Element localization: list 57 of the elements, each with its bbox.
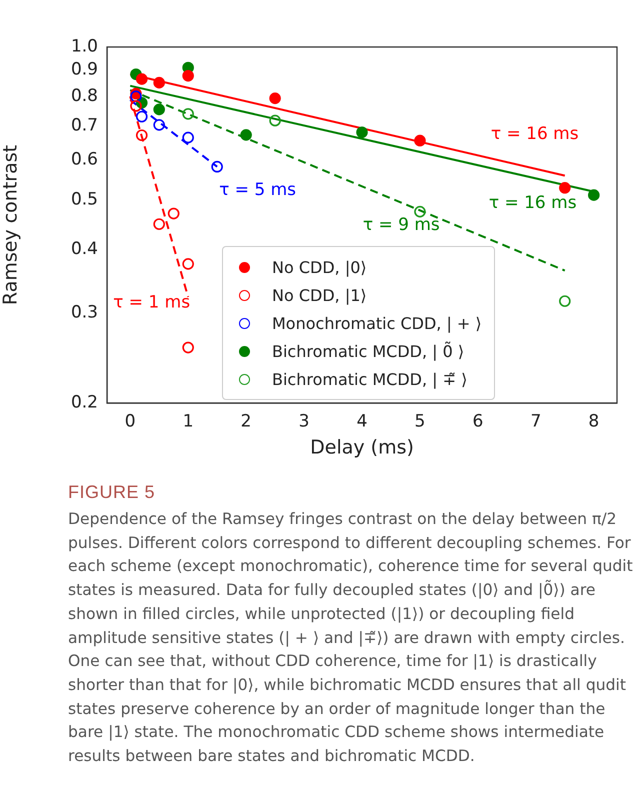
x-tick-label: 5 (414, 412, 426, 432)
point (240, 129, 252, 141)
text: FIGURE 5 (68, 482, 156, 503)
point (153, 76, 165, 88)
y-tick-label: 0.5 (70, 190, 98, 210)
point (182, 108, 194, 120)
point (136, 110, 148, 122)
x-axis-title: Delay (ms) (310, 436, 414, 459)
y-tick-label: 0.4 (70, 239, 98, 260)
point (153, 218, 165, 230)
point (182, 342, 194, 354)
series-label: τ = 5 ms (219, 180, 296, 200)
point (182, 258, 194, 270)
point (414, 134, 426, 146)
point (153, 119, 165, 131)
point (130, 90, 142, 102)
y-tick-label: 0.9 (70, 60, 98, 80)
series-label: τ = 16 ms (488, 193, 577, 214)
x-tick-label: 2 (240, 412, 252, 432)
point (559, 295, 571, 307)
y-tick-label: 0.2 (70, 392, 98, 412)
x-tick-label: 6 (472, 412, 484, 432)
legend-label: Bichromatic MCDD, | 0̃ ⟩ (272, 342, 464, 360)
x-tick-label: 3 (298, 412, 310, 432)
y-tick-label: 1.0 (70, 36, 98, 56)
legend-label: Bichromatic MCDD, | ∓̃ ⟩ (272, 370, 468, 388)
point (269, 92, 281, 104)
series-label: τ = 16 ms (490, 124, 579, 144)
point (136, 73, 148, 85)
point (269, 114, 281, 126)
point (356, 126, 368, 138)
point (130, 100, 142, 112)
point (182, 132, 194, 144)
point (168, 208, 180, 220)
text: Dependence of the Ramsey fringes contrast on the delay between π/2 pulses. Different colors correspond to different decoupling schemes. For each scheme (except monochromatic), coherence time for several qudit states is measured. Data for fully decoupled states (|0⟩ and |0̃⟩) are shown in filled circles, while unprotected (|1⟩) or decoupling field amplitude sensitive states (| + ⟩ and |∓̃⟩) are drawn with empty circles. One can see that, without CDD coherence, time for |1⟩ is drastically shorter than that for |0⟩, while bichromatic MCDD ensures that all qudit states preserve coherence by an order of magnitude longer than the bare |1⟩ state. The monochromatic CDD scheme shows intermediate results between bare states and bichromatic MCDD. (68, 510, 633, 766)
x-tick-label: 1 (182, 412, 194, 432)
point (211, 160, 223, 173)
legend-label: No CDD, |1⟩ (272, 286, 367, 304)
point (153, 104, 165, 116)
x-tick-label: 4 (356, 412, 368, 432)
legend-label: Monochromatic CDD, | + ⟩ (272, 314, 482, 332)
legend-label: No CDD, |0⟩ (272, 258, 367, 276)
series-label: τ = 1 ms (113, 292, 190, 312)
x-tick-label: 8 (588, 412, 600, 432)
y-tick-label: 0.3 (70, 302, 98, 323)
y-axis-title: Ramsey contrast (0, 144, 22, 306)
series-label: τ = 9 ms (362, 214, 440, 235)
y-tick-label: 0.7 (70, 115, 98, 136)
point (136, 129, 148, 142)
point (414, 206, 426, 218)
x-tick-label: 7 (530, 412, 542, 432)
y-tick-label: 0.8 (70, 86, 98, 106)
x-tick-label: 0 (124, 412, 136, 432)
point (559, 182, 571, 194)
y-tick-label: 0.6 (70, 149, 98, 170)
point (588, 189, 600, 201)
point (182, 70, 194, 82)
